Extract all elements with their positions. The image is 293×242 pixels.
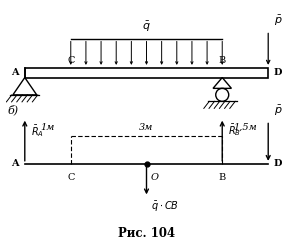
Text: D: D	[273, 68, 282, 77]
Text: C: C	[67, 174, 74, 182]
Text: C: C	[67, 56, 74, 65]
Text: 1м: 1м	[41, 123, 55, 132]
Text: $\bar{q} \cdot CB$: $\bar{q} \cdot CB$	[151, 200, 179, 214]
Text: Рис. 104: Рис. 104	[118, 227, 175, 240]
Text: $\bar{p}$: $\bar{p}$	[274, 14, 282, 28]
Text: $\bar{R}_A$: $\bar{R}_A$	[31, 123, 44, 139]
Polygon shape	[25, 68, 268, 77]
Text: A: A	[11, 68, 18, 77]
Text: B: B	[219, 174, 226, 182]
Text: $\bar{R}_B$: $\bar{R}_B$	[228, 122, 241, 138]
Text: A: A	[11, 159, 18, 168]
Text: O: O	[151, 174, 159, 182]
Text: $\bar{p}$: $\bar{p}$	[274, 104, 282, 118]
Text: 3м: 3м	[139, 123, 154, 132]
Text: б): б)	[8, 104, 19, 115]
Text: B: B	[219, 56, 226, 65]
Text: $\bar{q}$: $\bar{q}$	[142, 20, 151, 34]
Text: 1,5м: 1,5м	[233, 123, 257, 132]
Text: D: D	[273, 159, 282, 168]
